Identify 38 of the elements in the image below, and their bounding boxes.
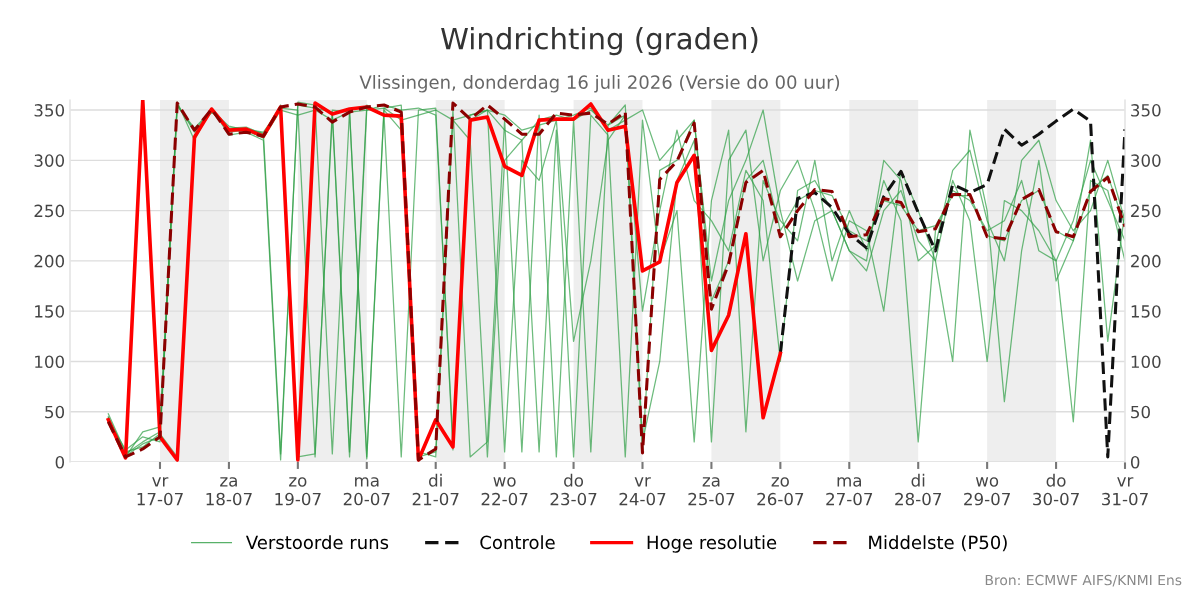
y2-tick-label: 300 [1131, 154, 1161, 167]
y2-tick-label: 0 [1130, 455, 1140, 469]
y2-tick-label: 250 [1131, 204, 1161, 218]
x-tick-label: di 21-07 [412, 473, 459, 506]
text: Bron: ECMWF AIFS/KNMI Ens [985, 574, 1182, 587]
legend-label: Controle [480, 535, 555, 550]
chart-title: Windrichting (graden) [441, 27, 758, 56]
y2-tick-label: 350 [1131, 104, 1161, 117]
legend-label: Middelste (P50) [869, 535, 1007, 552]
x-tick-label: do 23-07 [550, 473, 597, 506]
y-tick-label: 300 [34, 154, 65, 167]
legend-label: Verstoorde runs [245, 535, 389, 550]
x-tick-label: vr 24-07 [619, 477, 666, 506]
x-tick-label: za 25-07 [688, 477, 735, 506]
legend-label: Hoge resolutie [647, 535, 777, 553]
y-tick-label: 50 [45, 405, 65, 419]
x-tick-label: ma 20-07 [343, 477, 390, 506]
y2-tick-label: 100 [1131, 355, 1161, 369]
y-tick-label: 0 [55, 455, 65, 469]
x-tick-label: vr 17-07 [137, 477, 183, 506]
x-tick-label: wo 22-07 [481, 477, 528, 506]
y-tick-label: 200 [34, 254, 65, 268]
x-tick-label: wo 29-07 [964, 477, 1010, 506]
x-tick-label: do 30-07 [1033, 473, 1079, 506]
x-tick-label: zo 19-07 [275, 477, 321, 506]
chart-subtitle: Vlissingen, donderdag 16 juli 2026 (Versie do 00 uur) [359, 75, 840, 93]
y-tick-label: 250 [34, 204, 65, 218]
y2-tick-label: 150 [1131, 305, 1161, 318]
y-tick-label: 350 [34, 104, 65, 117]
y2-tick-label: 50 [1131, 405, 1150, 419]
y-tick-label: 100 [35, 355, 65, 369]
x-tick-label: za 18-07 [206, 477, 252, 506]
x-tick-label: vr 31-07 [1102, 477, 1148, 506]
x-tick-label: di 28-07 [895, 473, 941, 506]
x-tick-label: ma 27-07 [826, 477, 873, 506]
y-tick-label: 150 [35, 305, 65, 318]
x-tick-label: zo 26-07 [757, 477, 804, 506]
y2-tick-label: 200 [1131, 254, 1161, 268]
